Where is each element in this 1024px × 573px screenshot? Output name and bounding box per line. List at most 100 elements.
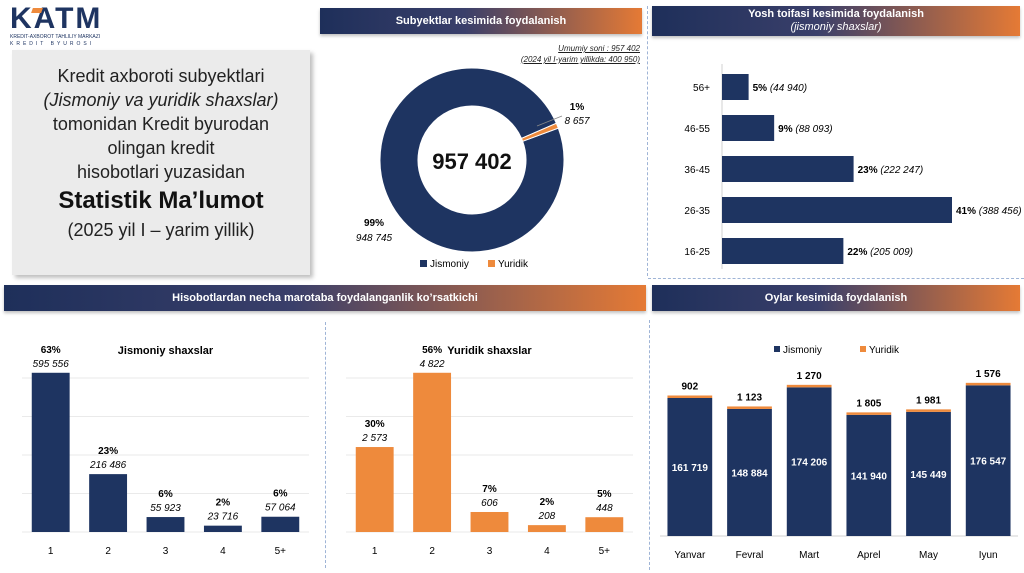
jischart-value-3: 23 716 [207,512,239,523]
months-jismoniy-label-0: 161 719 [672,463,709,474]
months-bar-yuridik-1 [727,406,772,409]
yurchart-bar-0 [355,447,394,532]
yurchart-pct-0: 30% [365,419,385,430]
legend-swatch-jismoniy [420,260,427,267]
donut-slice-jismoniy [379,67,565,253]
yurchart-category-3: 4 [544,546,550,557]
age-label-3: 26-35 [684,206,710,217]
months-bar-jismoniy-2 [786,387,832,536]
yurchart-pct-4: 5% [597,489,612,500]
legend-swatch-yuridik [488,260,495,267]
yurchart-value-1: 4 822 [420,359,445,370]
jischart-pct-3: 2% [216,498,231,509]
title-line-2: (Jismoniy va yuridik shaxslar) [43,90,279,110]
age-bar-4 [722,238,844,264]
months-bar-jismoniy-5 [965,385,1011,536]
jischart-bar-2 [146,517,185,532]
yurchart-title: Yuridik shaxslar [447,345,532,357]
age-data-label-2: 23% (222 247) [858,165,924,176]
jischart-value-1: 216 486 [89,460,127,471]
banner-age-subtitle: (jismoniy shaxslar) [790,21,882,33]
divider-freq [325,322,326,568]
banner-subjects: Subyektlar kesimida foydalanish [320,8,642,34]
divider-months [649,320,650,570]
months-yuridik-label-2: 1 270 [797,371,822,382]
donut-note-prev: (2024 yil I-yarim yillikda: 400 950) [520,55,640,64]
logo-line2: KREDIT BYUROSI [10,41,95,47]
donut-slice-yuridik [520,122,559,142]
yurchart-value-4: 448 [596,503,613,514]
months-yuridik-label-3: 1 805 [856,398,881,409]
donut-jismoniy-pct: 99% [364,218,384,229]
yurchart-category-2: 3 [487,546,493,557]
jischart-pct-4: 6% [273,489,288,500]
yurchart-pct-3: 2% [540,497,555,508]
months-bar-yuridik-2 [786,384,832,388]
months-bar-jismoniy-3 [846,414,892,536]
yurchart-pct-2: 7% [482,484,497,495]
donut-note-total: Umumiy soni : 957 402 [558,44,640,53]
jischart-pct-2: 6% [158,489,173,500]
jischart-bar-1 [89,474,128,532]
months-bar-jismoniy-4 [906,411,951,536]
jischart-bar-0 [31,372,70,532]
yurchart-pct-1: 56% [422,345,442,356]
title-panel: Kredit axboroti subyektlari (Jismoniy va… [12,50,310,275]
jischart-bar-4 [261,516,300,532]
age-data-label-1: 9% (88 093) [778,124,832,135]
yurchart-bar-4 [585,517,624,532]
age-bar-3 [722,197,952,223]
months-bar-jismoniy-1 [727,408,772,536]
title-line-3: tomonidan Kredit byurodan [52,114,270,134]
donut-jismoniy-value: 948 745 [356,233,393,244]
months-bar-yuridik-4 [906,409,951,412]
jischart-pct-0: 63% [41,345,61,356]
jischart-bar-3 [203,525,242,532]
subjects-donut-chart: 957 402 1% 8 657 99% 948 745 Jismoniy Yuridik [356,67,590,270]
months-stacked-chart: Jismoniy Yuridik 161 719 902 Yanvar 148 884 1 … [660,345,1018,561]
yurchart-bar-3 [527,525,566,532]
jischart-category-4: 5+ [275,546,287,557]
banner-months: Oylar kesimida foydalanish [652,285,1020,311]
yurchart-bar-2 [470,511,509,532]
jischart-pct-1: 23% [98,446,118,457]
donut-center-label: 957 402 [432,149,512,174]
months-yuridik-label-1: 1 123 [737,392,762,403]
months-legend-yuridik: Yuridik [869,345,900,356]
title-heading: Statistik Ma’lumot [58,187,264,214]
banner-age-title: Yosh toifasi kesimida foydalanish [748,8,924,20]
months-bar-yuridik-3 [846,412,892,415]
age-data-label-4: 22% (205 009) [847,247,913,258]
months-category-2: Mart [799,550,819,561]
jischart-value-0: 595 556 [33,359,70,370]
months-category-1: Fevral [736,550,764,561]
months-yuridik-label-0: 902 [681,381,698,392]
banner-age: Yosh toifasi kesimida foydalanish (jismo… [652,6,1020,36]
jischart-category-3: 4 [220,546,226,557]
jischart-value-2: 55 923 [150,503,181,514]
months-jismoniy-label-1: 148 884 [731,468,768,479]
yurchart-category-4: 5+ [599,546,611,557]
age-data-label-3: 41% (388 456) [956,206,1022,217]
jischart-category-1: 2 [105,546,111,557]
yurchart-category-1: 2 [429,546,435,557]
age-bar-2 [722,156,854,182]
yurchart-bar-1 [413,372,452,532]
title-line-1: Kredit axboroti subyektlari [57,66,265,86]
months-category-4: May [919,550,938,561]
age-label-2: 36-45 [684,165,710,176]
yurchart-category-0: 1 [372,546,378,557]
months-category-0: Yanvar [674,550,706,561]
months-bar-yuridik-0 [667,395,713,398]
months-legend-jismoniy: Jismoniy [783,345,822,356]
donut-yuridik-value: 8 657 [564,116,589,127]
donut-leader-line [536,115,563,127]
months-jismoniy-label-4: 145 449 [910,470,947,481]
months-bar-jismoniy-0 [667,397,713,536]
donut-yuridik-pct: 1% [570,102,585,113]
banner-frequency: Hisobotlardan necha marotaba foydalangan… [4,285,646,311]
age-bar-0 [722,74,749,100]
logo-text: KATM [10,2,103,35]
yurchart-value-2: 606 [481,498,498,509]
months-category-5: Iyun [979,550,998,561]
